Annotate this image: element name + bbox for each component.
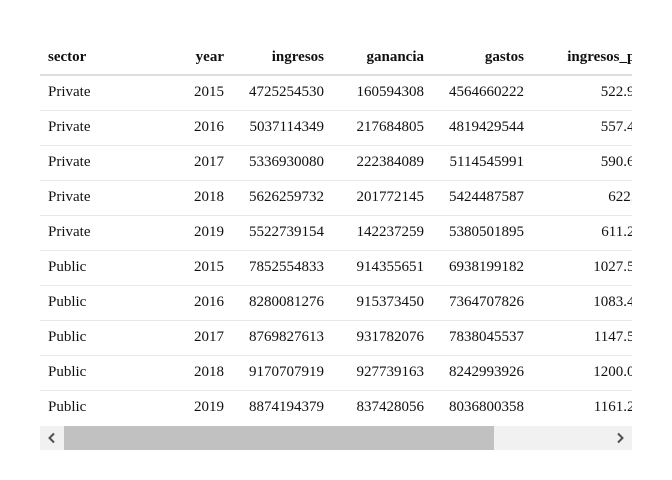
- scrollbar-thumb[interactable]: [64, 426, 494, 450]
- cell-ingresos-pc: 622.7: [532, 179, 632, 215]
- cell-ingresos-pc: 1147.58: [532, 319, 632, 355]
- table-row: Private 2015 4725254530 160594308 456466…: [40, 75, 632, 110]
- cell-ganancia: 914355651: [332, 249, 432, 285]
- column-header-ingresos-pc[interactable]: ingresos_pc: [532, 40, 632, 76]
- cell-ingresos: 5626259732: [232, 179, 332, 215]
- cell-ingresos: 4725254530: [249, 84, 324, 101]
- cell-gastos: 8036800358: [432, 389, 532, 425]
- scroll-right-button[interactable]: [608, 426, 632, 450]
- table-row: Public 2016 8280081276 915373450 7364707…: [40, 284, 632, 320]
- cell-ganancia: 142237259: [332, 214, 432, 250]
- column-header-ganancia[interactable]: ganancia: [332, 40, 432, 76]
- table-body: Private 2015 4725254530 160594308 456466…: [40, 75, 632, 425]
- cell-ingresos: 8769827613: [232, 319, 332, 355]
- cell-sector: Private: [40, 144, 132, 180]
- cell-ingresos-pc: 1200.03: [532, 354, 632, 390]
- cell-ganancia: 160594308: [356, 84, 425, 101]
- cell-sector: Public: [40, 319, 132, 355]
- cell-sector: Private: [40, 179, 132, 215]
- cell-sector: Public: [40, 249, 132, 285]
- header-row: sector year ingresos ganancia gastos ing…: [40, 40, 632, 76]
- cell-sector: Public: [40, 389, 132, 425]
- cell-ingresos-pc: 557.49: [532, 109, 632, 145]
- cell-sector: Private: [40, 109, 132, 145]
- cell-ganancia: 201772145: [332, 179, 432, 215]
- cell-ganancia: 927739163: [332, 354, 432, 390]
- table-viewport[interactable]: sector year ingresos ganancia gastos ing…: [40, 40, 632, 425]
- table-row: Private 2018 5626259732 201772145 542448…: [40, 179, 632, 215]
- cell-ganancia: 222384089: [332, 144, 432, 180]
- horizontal-scrollbar[interactable]: [40, 426, 632, 450]
- cell-ganancia: 931782076: [332, 319, 432, 355]
- cell-ingresos: 5522739154: [232, 214, 332, 250]
- column-header-year[interactable]: year: [132, 40, 232, 76]
- cell-gastos: 5114545991: [432, 144, 532, 180]
- cell-ingresos: 5037114349: [232, 109, 332, 145]
- table-row: Private 2017 5336930080 222384089 511454…: [40, 144, 632, 180]
- cell-sector: Public: [40, 354, 132, 390]
- cell-ganancia: 915373450: [332, 284, 432, 320]
- cell-ingresos: 7852554833: [232, 249, 332, 285]
- cell-ingresos: 8874194379: [232, 389, 332, 425]
- column-header-gastos[interactable]: gastos: [432, 40, 532, 76]
- cell-year: 2019: [132, 389, 232, 425]
- table-row: Public 2017 8769827613 931782076 7838045…: [40, 319, 632, 355]
- cell-gastos: 6938199182: [432, 249, 532, 285]
- cell-ingresos-pc: 611.24: [532, 214, 632, 250]
- cell-ganancia: 837428056: [332, 389, 432, 425]
- cell-gastos: 4819429544: [432, 109, 532, 145]
- cell-year: 2016: [132, 109, 232, 145]
- column-header-ingresos[interactable]: ingresos: [232, 40, 332, 76]
- chevron-left-icon: [48, 432, 55, 444]
- cell-ingresos-pc: 590.68: [532, 144, 632, 180]
- cell-year: 2017: [132, 319, 232, 355]
- cell-ingresos-pc: 1083.49: [532, 284, 632, 320]
- cell-gastos: 7364707826: [432, 284, 532, 320]
- table-row: Public 2015 7852554833 914355651 6938199…: [40, 249, 632, 285]
- cell-gastos: 8242993926: [432, 354, 532, 390]
- cell-year: 2016: [132, 284, 232, 320]
- cell-sector: Public: [40, 284, 132, 320]
- cell-ingresos-pc: 1161.23: [532, 389, 632, 425]
- cell-year: 2019: [132, 214, 232, 250]
- data-table: sector year ingresos ganancia gastos ing…: [40, 40, 632, 425]
- cell-sector: Private: [48, 84, 91, 101]
- cell-year: 2015: [194, 84, 224, 101]
- cell-sector: Private: [40, 214, 132, 250]
- cell-ganancia: 217684805: [332, 109, 432, 145]
- table-row: Public 2018 9170707919 927739163 8242993…: [40, 354, 632, 390]
- cell-gastos: 4564660222: [449, 84, 524, 101]
- chevron-right-icon: [617, 432, 624, 444]
- cell-year: 2018: [132, 354, 232, 390]
- cell-year: 2017: [132, 144, 232, 180]
- cell-ingresos-pc: 522.98: [600, 84, 632, 101]
- cell-gastos: 7838045537: [432, 319, 532, 355]
- cell-ingresos: 9170707919: [232, 354, 332, 390]
- cell-ingresos: 8280081276: [232, 284, 332, 320]
- cell-gastos: 5424487587: [432, 179, 532, 215]
- table-header: sector year ingresos ganancia gastos ing…: [40, 40, 632, 76]
- table-row: Private 2016 5037114349 217684805 481942…: [40, 109, 632, 145]
- table-row: Private 2019 5522739154 142237259 538050…: [40, 214, 632, 250]
- cell-year: 2018: [132, 179, 232, 215]
- cell-year: 2015: [132, 249, 232, 285]
- cell-gastos: 5380501895: [432, 214, 532, 250]
- cell-ingresos: 5336930080: [232, 144, 332, 180]
- column-header-sector[interactable]: sector: [40, 40, 132, 76]
- cell-ingresos-pc: 1027.55: [532, 249, 632, 285]
- table-row: Public 2019 8874194379 837428056 8036800…: [40, 389, 632, 425]
- scroll-left-button[interactable]: [40, 426, 64, 450]
